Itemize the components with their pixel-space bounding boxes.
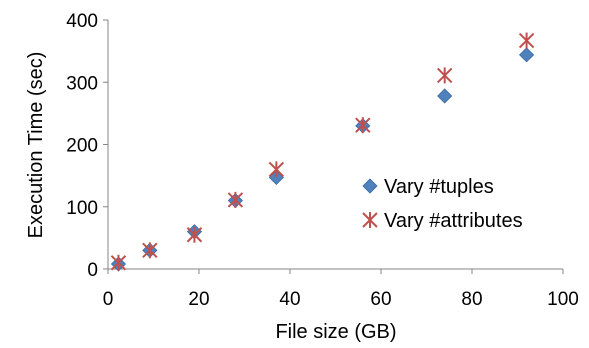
series-layer [110,32,535,272]
legend-label: Vary #attributes [384,210,523,232]
y-tick-label: 400 [66,11,98,32]
legend: Vary #tuples Vary #attributes [362,176,523,232]
y-tick-label: 300 [66,73,98,94]
legend-marker [362,178,378,194]
y-axis-title: Execution Time (sec) [25,52,47,239]
x-tick-label: 100 [547,289,579,310]
data-point [268,161,285,178]
y-tick-label: 100 [66,198,98,219]
data-point [227,191,244,208]
data-point [519,47,535,63]
x-tick-labels: 0 20 40 60 80 100 [103,289,579,310]
series-1 [110,47,535,272]
legend-marker [362,212,378,228]
data-point [437,88,453,104]
y-tick-label: 0 [87,260,98,281]
series-2 [110,32,535,271]
x-axis-title: File size (GB) [275,321,396,343]
y-tick-labels: 0 100 200 300 400 [66,11,98,281]
data-point [355,117,371,134]
x-tick-label: 0 [103,289,114,310]
x-tick-label: 40 [279,289,300,310]
data-point [186,226,203,243]
data-point [518,32,535,49]
axes [103,19,564,274]
x-tick-label: 80 [461,289,482,310]
y-tick-label: 200 [66,136,98,157]
legend-label: Vary #tuples [384,176,494,198]
x-tick-label: 60 [370,289,391,310]
data-point [436,67,453,84]
data-point [142,242,158,259]
x-tick-label: 20 [188,289,209,310]
data-point [110,254,127,271]
